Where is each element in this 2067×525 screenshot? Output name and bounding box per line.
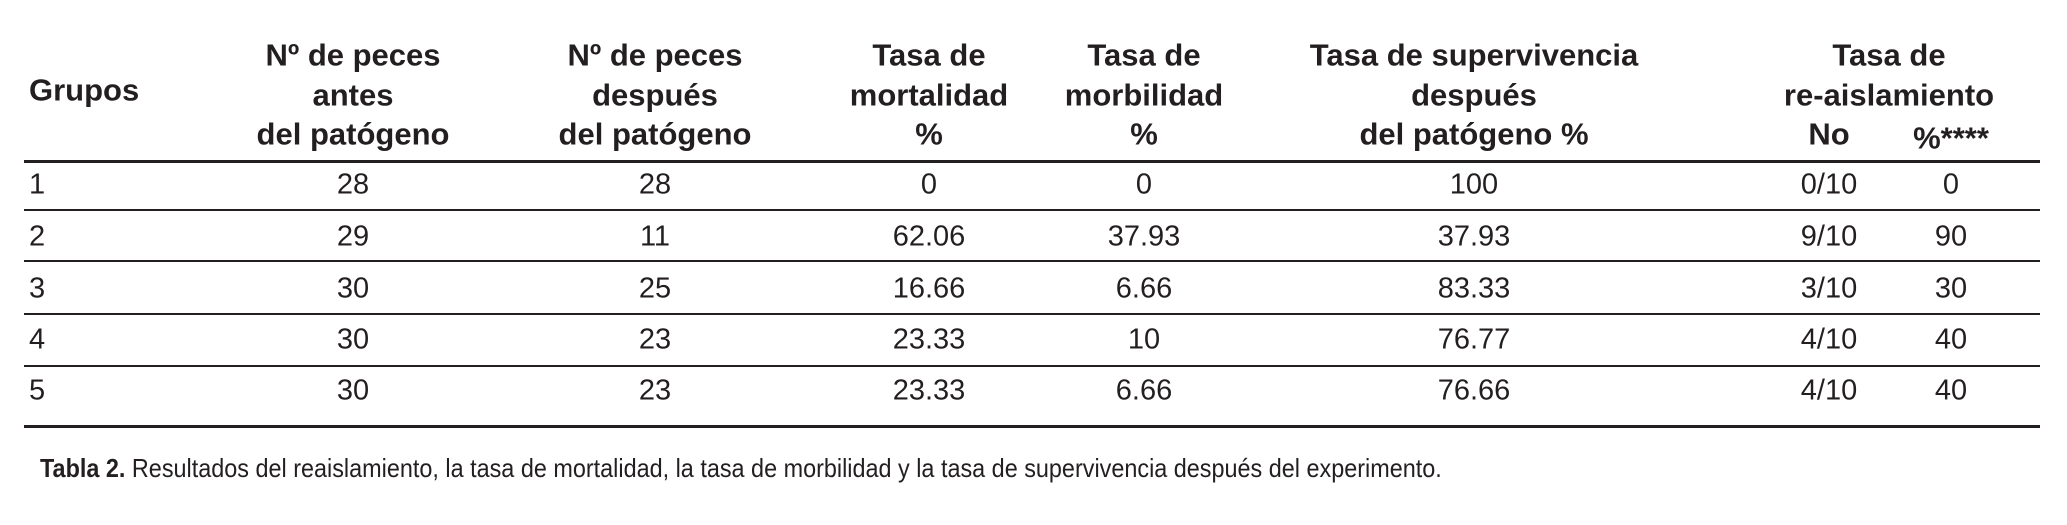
table-cell: 16.66 (892, 272, 966, 305)
column-header: del patógeno % (1359, 116, 1589, 152)
column-header: después (592, 77, 718, 113)
table-cell: 0 (1135, 168, 1153, 201)
table-cell: 23.33 (892, 323, 966, 356)
table-cell: 3 (29, 272, 46, 305)
table-cell: 23 (638, 374, 672, 407)
table-cell: 62.06 (892, 220, 966, 253)
caption-label: Tabla 2. (40, 453, 126, 483)
bottom-rule (24, 425, 2040, 428)
table-cell: 4/10 (1800, 323, 1858, 356)
table-cell: 4/10 (1800, 374, 1858, 407)
caption-text: Resultados del reaislamiento, la tasa de… (131, 453, 1442, 483)
table-cell: 11 (639, 220, 671, 253)
table-cell: 37.93 (1107, 220, 1181, 253)
subcolumn-header: %**** (1913, 120, 1989, 156)
row-rule (24, 260, 2040, 262)
table-cell: 0 (1942, 168, 1960, 201)
column-header: Tasa de (1087, 37, 1201, 73)
group-header: re-aislamiento (1783, 77, 1995, 113)
table-cell: 76.77 (1437, 323, 1511, 356)
table-cell: 5 (29, 374, 46, 407)
column-header: antes (312, 77, 394, 113)
column-header: Nº de peces (265, 37, 441, 73)
table-cell: 10 (1127, 323, 1161, 356)
row-rule (24, 313, 2040, 315)
table-cell: 2 (29, 220, 46, 253)
column-header: Tasa de (872, 37, 986, 73)
table-cell: 3/10 (1800, 272, 1858, 305)
row-rule (24, 365, 2040, 367)
table-cell: 40 (1934, 374, 1968, 407)
column-header: Tasa de supervivencia (1309, 37, 1639, 73)
table-cell: 30 (336, 323, 370, 356)
table-cell: 0/10 (1800, 168, 1858, 201)
table-cell: 9/10 (1800, 220, 1858, 253)
column-header: Grupos (29, 72, 140, 108)
table-cell: 30 (336, 374, 370, 407)
table-cell: 23.33 (892, 374, 966, 407)
table-cell: 37.93 (1437, 220, 1511, 253)
table-cell: 29 (336, 220, 370, 253)
header-rule (24, 160, 2040, 163)
table-cell: 40 (1934, 323, 1968, 356)
table-cell: 90 (1934, 220, 1968, 253)
column-header: del patógeno (256, 116, 450, 152)
column-header: después (1411, 77, 1537, 113)
table-cell: 25 (638, 272, 672, 305)
table-cell: 6.66 (1115, 272, 1173, 305)
column-header: % (915, 116, 943, 152)
table-cell: 83.33 (1437, 272, 1511, 305)
column-header: % (1130, 116, 1158, 152)
column-header: morbilidad (1064, 77, 1224, 113)
caption: Tabla 2. Resultados del reaislamiento, l… (40, 453, 1442, 484)
table-cell: 1 (29, 168, 46, 201)
table-cell: 100 (1449, 168, 1499, 201)
subcolumn-header: No (1808, 116, 1850, 152)
table-cell: 30 (336, 272, 370, 305)
column-header: mortalidad (849, 77, 1009, 113)
table-cell: 6.66 (1115, 374, 1173, 407)
table-cell: 28 (336, 168, 370, 201)
table-cell: 23 (638, 323, 672, 356)
table-cell: 0 (920, 168, 938, 201)
table-cell: 28 (638, 168, 672, 201)
column-header: Nº de peces (567, 37, 743, 73)
column-header: del patógeno (558, 116, 752, 152)
table-cell: 4 (29, 323, 46, 356)
group-header: Tasa de (1832, 37, 1946, 73)
table-cell: 76.66 (1437, 374, 1511, 407)
table-cell: 30 (1934, 272, 1968, 305)
row-rule (24, 209, 2040, 211)
